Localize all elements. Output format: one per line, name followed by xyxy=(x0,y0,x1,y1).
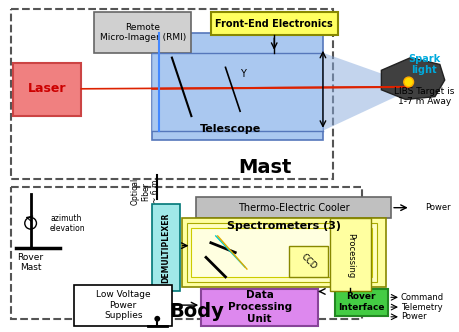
Text: Mast: Mast xyxy=(237,158,291,177)
FancyBboxPatch shape xyxy=(334,289,387,316)
Text: Power: Power xyxy=(424,203,450,212)
Text: CCD: CCD xyxy=(298,252,317,271)
FancyBboxPatch shape xyxy=(329,218,370,291)
Circle shape xyxy=(403,77,413,87)
Text: azimuth: azimuth xyxy=(50,214,81,223)
Polygon shape xyxy=(381,58,444,100)
Text: Rover
Mast: Rover Mast xyxy=(17,253,44,272)
Text: LIBS Target is
1-7 m Away: LIBS Target is 1-7 m Away xyxy=(393,87,453,106)
Text: Spark
light: Spark light xyxy=(407,54,439,75)
Text: Low Voltage
Power
Supplies: Low Voltage Power Supplies xyxy=(95,290,150,320)
FancyBboxPatch shape xyxy=(94,12,191,53)
Circle shape xyxy=(154,316,160,322)
FancyBboxPatch shape xyxy=(210,12,337,35)
FancyBboxPatch shape xyxy=(191,228,371,277)
FancyBboxPatch shape xyxy=(186,223,376,282)
FancyBboxPatch shape xyxy=(152,33,322,140)
FancyBboxPatch shape xyxy=(181,218,386,287)
Text: Optical
Fiber
~ 6 m: Optical Fiber ~ 6 m xyxy=(130,178,160,205)
Text: Processing: Processing xyxy=(345,233,354,278)
Text: Front-End Electronics: Front-End Electronics xyxy=(215,19,332,29)
FancyBboxPatch shape xyxy=(152,204,179,291)
Text: Power: Power xyxy=(400,312,425,321)
Text: Telemetry: Telemetry xyxy=(400,302,442,311)
Text: Rover
Interface: Rover Interface xyxy=(337,292,383,312)
FancyBboxPatch shape xyxy=(201,289,317,326)
FancyBboxPatch shape xyxy=(288,246,327,277)
Text: Command: Command xyxy=(400,293,443,302)
Polygon shape xyxy=(152,53,322,131)
Text: DEMULTIPLEXER: DEMULTIPLEXER xyxy=(161,212,170,283)
Text: Laser: Laser xyxy=(28,82,66,95)
Text: Data
Processing
Unit: Data Processing Unit xyxy=(227,290,291,324)
Polygon shape xyxy=(322,53,410,131)
Text: Remote
Micro-Imager (RMI): Remote Micro-Imager (RMI) xyxy=(99,23,185,42)
Text: Telescope: Telescope xyxy=(199,124,260,134)
Text: Body: Body xyxy=(168,302,223,321)
Text: Thermo-Electric Cooler: Thermo-Electric Cooler xyxy=(237,203,349,213)
FancyBboxPatch shape xyxy=(74,285,172,326)
FancyBboxPatch shape xyxy=(196,197,390,218)
Text: Spectrometers (3): Spectrometers (3) xyxy=(226,221,340,231)
Text: Y: Y xyxy=(240,69,246,79)
FancyBboxPatch shape xyxy=(13,62,81,116)
Text: elevation: elevation xyxy=(50,224,85,233)
